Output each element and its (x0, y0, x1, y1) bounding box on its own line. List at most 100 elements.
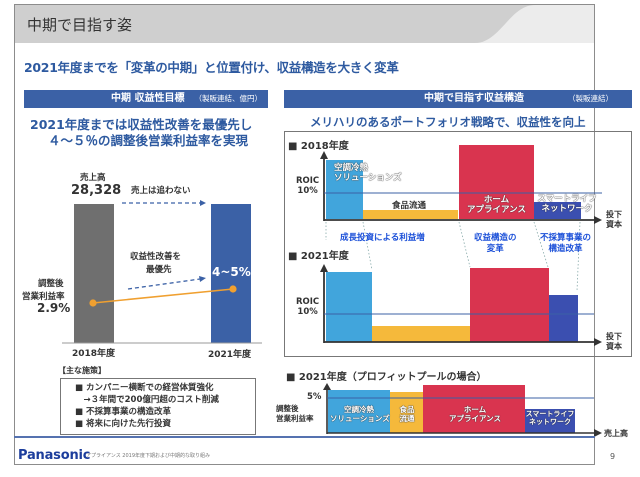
roic-label-line1: ROIC (296, 297, 320, 307)
left-panel-header: 中期 収益性目標 （製販連結、億円） (24, 90, 268, 108)
margin-point-2018 (89, 299, 97, 307)
axis-label-line: 調整後 (276, 404, 299, 413)
seg-label-line: 空調冷熱 (334, 163, 369, 173)
roic-label-line1: ROIC (296, 176, 320, 186)
measure-item: ■ 将来に向けた先行投資 (75, 419, 171, 429)
seg-label-line: ソリューションズ (334, 172, 402, 183)
pool-bar-home (423, 385, 525, 433)
seg-label-line: アプライアンス (448, 413, 502, 423)
left-lead-line1: 2021年度までは収益性改善を最優先し (30, 117, 253, 132)
margin-dashed-arrow (127, 278, 201, 290)
measures-box: ■ カンパニー横断での経営体質強化 →３年間で200億円超のコスト削減 ■ 不採… (60, 378, 256, 435)
headline: 2021年度までを「変革の中期」と位置付け、収益構造を大きく変革 (24, 60, 399, 75)
footer-note: アプライアンス 2019年度下期および中期的な取り組み (86, 453, 211, 459)
section-2018: ■ 2018年度 (288, 141, 349, 152)
margin-label-line1: 調整後 (38, 279, 64, 289)
right-panel-header: 中期で目指す収益構造 （製販連結） (284, 90, 632, 108)
note-line: 構造改革 (548, 243, 583, 254)
roic-2018-label: ROIC 10% (296, 176, 319, 196)
right-panel-unit: （製販連結） (568, 94, 613, 103)
seg-label-line: ネットワーク (529, 418, 571, 427)
left-panel-title: 中期 収益性目標 (111, 93, 185, 104)
measure-item: ■ カンパニー横断での経営体質強化 (75, 383, 214, 393)
pool-x-label: 売上高 (604, 429, 628, 438)
axis-label-line: 投下 (606, 210, 622, 219)
axis-label-line: 営業利益率 (276, 414, 314, 423)
capital-axis-2018: 投下 資本 (606, 210, 622, 230)
margin-note-line2: 最優先 (146, 265, 172, 275)
note-line: 変革 (486, 243, 504, 254)
title-band-shape (15, 5, 535, 43)
bar-2021-smart (549, 295, 578, 342)
margin-trend-line (92, 288, 234, 304)
margin-label-line2: 営業利益率 (22, 292, 65, 302)
roic-2021-label: ROIC 10% (296, 297, 319, 317)
sales-arrow-note: 売上は追わない (131, 186, 191, 196)
bar-2018-aircon (326, 160, 363, 219)
sales-value: 28,328 (71, 183, 122, 198)
seg-label-line: 空調冷熱 (344, 405, 374, 414)
seg-2018-smart: スマートライフ ネットワーク (534, 194, 600, 215)
note-line: 収益構造の (474, 233, 517, 243)
bar-2021-food (372, 326, 470, 342)
pool-seg-food: 食品 流通 (392, 405, 422, 423)
measure-item: →３年間で200億円超のコスト削減 (75, 395, 219, 405)
footer-area (14, 0, 595, 477)
seg-label-line: ホーム (483, 195, 510, 205)
pool-y-arrow (323, 383, 331, 390)
seg-label-line: 食品 (399, 405, 415, 414)
roic-2018-y-arrow (320, 151, 328, 159)
bar-2018-home (459, 145, 534, 219)
bar-2018-food (363, 210, 458, 219)
seg-label-line: 流通 (399, 413, 415, 423)
capital-axis-2021: 投下 資本 (606, 332, 622, 352)
seg-label-line: ソリューションズ (330, 413, 390, 423)
roic-2018-x-arrow (594, 216, 602, 224)
roic-2021-y-arrow (320, 264, 328, 272)
pool-bar-aircon (328, 390, 390, 433)
title-band: 中期で目指す姿 (15, 5, 594, 43)
axis-label-line: 資本 (606, 220, 622, 229)
roic-label-line2: 10% (297, 307, 318, 317)
margin-2018-value: 2.9% (37, 301, 71, 315)
pool-seg-smart: スマートライフ ネットワーク (524, 410, 576, 426)
connector-line (533, 221, 549, 268)
sales-arrow-head (200, 200, 206, 206)
seg-label-line: スマートライフ (525, 410, 575, 418)
axis-label-line: 資本 (606, 342, 622, 351)
note-unprofitable: 不採算事業の 構造改革 (540, 233, 591, 254)
pool-bar-food (390, 392, 423, 433)
pool-y-label: 調整後 営業利益率 (276, 404, 314, 424)
note-restructure: 収益構造の 変革 (474, 233, 517, 254)
left-lead-line2: ４～５％の調整後営業利益率を実現 (48, 133, 249, 148)
seg-label-line: スマートライフ (537, 194, 597, 204)
margin-point-2021 (229, 285, 237, 293)
measures-title: 【主な施策】 (58, 366, 106, 375)
section-profit-pool: ■ 2021年度（プロフィットプールの場合） (286, 372, 487, 383)
seg-2018-food: 食品流通 (392, 201, 427, 211)
pool-seg-home: ホーム アプライアンス (440, 405, 510, 423)
footer-divider (14, 436, 595, 438)
seg-label-line: ネットワーク (541, 203, 593, 214)
seg-2018-aircon: 空調冷熱 ソリューションズ (334, 163, 402, 184)
seg-label-line: アプライアンス (467, 204, 526, 215)
roic-2021-x-arrow (594, 338, 602, 346)
roic-box (284, 131, 632, 357)
connector-line (458, 221, 471, 268)
seg-2018-home: ホーム アプライアンス (465, 195, 528, 216)
pool-bar-smart (525, 409, 575, 433)
roic-label-line2: 10% (297, 186, 318, 196)
connector-line (576, 221, 581, 292)
left-panel-unit: （製販連結、億円） (194, 94, 263, 103)
margin-2021-value: 4~5% (212, 265, 251, 279)
note-line: 不採算事業の (540, 233, 592, 243)
page-title: 中期で目指す姿 (27, 16, 133, 34)
page-number: 9 (610, 452, 616, 461)
bar-2021-home (470, 268, 549, 342)
margin-arrow-head (199, 276, 206, 282)
bar-2021-aircon (326, 272, 372, 342)
pool-y-value: 5% (307, 392, 322, 402)
section-2021: ■ 2021年度 (288, 251, 349, 262)
